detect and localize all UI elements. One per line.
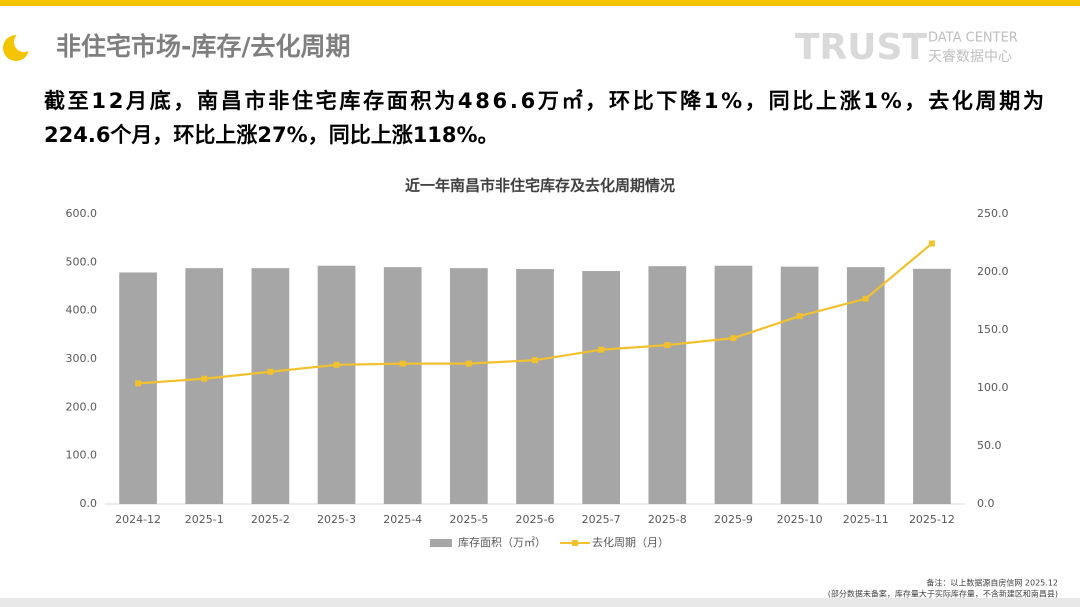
- bar: [317, 265, 356, 504]
- bar: [582, 271, 621, 504]
- y2-tick-label: 0.0: [977, 497, 995, 510]
- y-tick-label: 600.0: [66, 207, 98, 220]
- line-marker: [465, 360, 472, 367]
- bar: [648, 266, 687, 504]
- y-tick-label: 0.0: [80, 497, 98, 510]
- line-marker: [796, 313, 803, 320]
- x-tick-label: 2025-10: [777, 513, 823, 526]
- x-tick-label: 2025-5: [449, 513, 488, 526]
- bar: [714, 265, 753, 504]
- icon-cut: [14, 32, 34, 52]
- x-tick-label: 2025-3: [317, 513, 356, 526]
- x-tick-label: 2025-8: [648, 513, 687, 526]
- x-tick-label: 2025-4: [383, 513, 422, 526]
- bar: [780, 266, 819, 504]
- y2-tick-label: 150.0: [977, 323, 1009, 336]
- page-title: 非住宅市场-库存/去化周期: [56, 32, 351, 61]
- bar: [516, 269, 554, 504]
- y2-tick-label: 250.0: [977, 207, 1009, 220]
- logo-sub: DATA CENTER: [928, 31, 1018, 46]
- legend-swatch: [572, 540, 578, 546]
- line-marker: [135, 380, 142, 387]
- bar: [185, 268, 224, 504]
- top-bar: [0, 0, 1080, 6]
- x-tick-label: 2025-6: [516, 513, 555, 526]
- line-marker: [928, 240, 935, 247]
- headline: 224.6个月，环比上涨27%，同比上涨118%。: [44, 123, 499, 147]
- y-tick-label: 500.0: [66, 255, 98, 268]
- line-marker: [862, 295, 869, 302]
- bar: [119, 272, 157, 504]
- legend-swatch: [430, 539, 452, 547]
- bar: [449, 268, 488, 504]
- line-marker: [399, 360, 406, 367]
- line-marker: [730, 335, 737, 342]
- x-tick-label: 2025-2: [251, 513, 290, 526]
- y2-tick-label: 100.0: [977, 381, 1009, 394]
- bar: [846, 267, 885, 504]
- y-tick-label: 200.0: [66, 400, 98, 413]
- footnote: (部分数据未备案，库存量大于实际库存量，不含新建区和南昌县): [828, 589, 1058, 599]
- line-marker: [201, 375, 208, 382]
- bottom-band: [0, 598, 1080, 607]
- y2-tick-label: 200.0: [977, 265, 1009, 278]
- y-tick-label: 400.0: [66, 304, 98, 317]
- bar: [913, 268, 951, 504]
- x-tick-label: 2025-9: [714, 513, 753, 526]
- legend-label: 去化周期（月）: [592, 535, 669, 549]
- line-marker: [598, 346, 605, 353]
- headline: 截至12月底，南昌市非住宅库存面积为486.6万㎡，环比下降1%，同比上涨1%，…: [44, 89, 1044, 113]
- line-marker: [664, 342, 671, 349]
- x-tick-label: 2025-7: [582, 513, 621, 526]
- y-tick-label: 300.0: [66, 352, 98, 365]
- y2-tick-label: 50.0: [977, 439, 1002, 452]
- y-tick-label: 100.0: [66, 449, 98, 462]
- legend-label: 库存面积（万㎡）: [458, 535, 546, 549]
- x-tick-label: 2025-1: [185, 513, 224, 526]
- x-tick-label: 2025-12: [909, 513, 955, 526]
- logo-cn: 天睿数据中心: [928, 49, 1012, 65]
- line-marker: [532, 357, 538, 364]
- x-tick-label: 2024-12: [115, 513, 161, 526]
- line-marker: [333, 361, 340, 368]
- bar: [383, 267, 422, 504]
- x-tick-label: 2025-11: [843, 513, 889, 526]
- line-marker: [267, 368, 274, 375]
- footnote: 备注：以上数据源自房信网 2025.12: [926, 578, 1058, 588]
- bar: [251, 268, 290, 504]
- logo-brand: TRUST: [795, 27, 927, 68]
- chart-title: 近一年南昌市非住宅库存及去化周期情况: [405, 177, 675, 195]
